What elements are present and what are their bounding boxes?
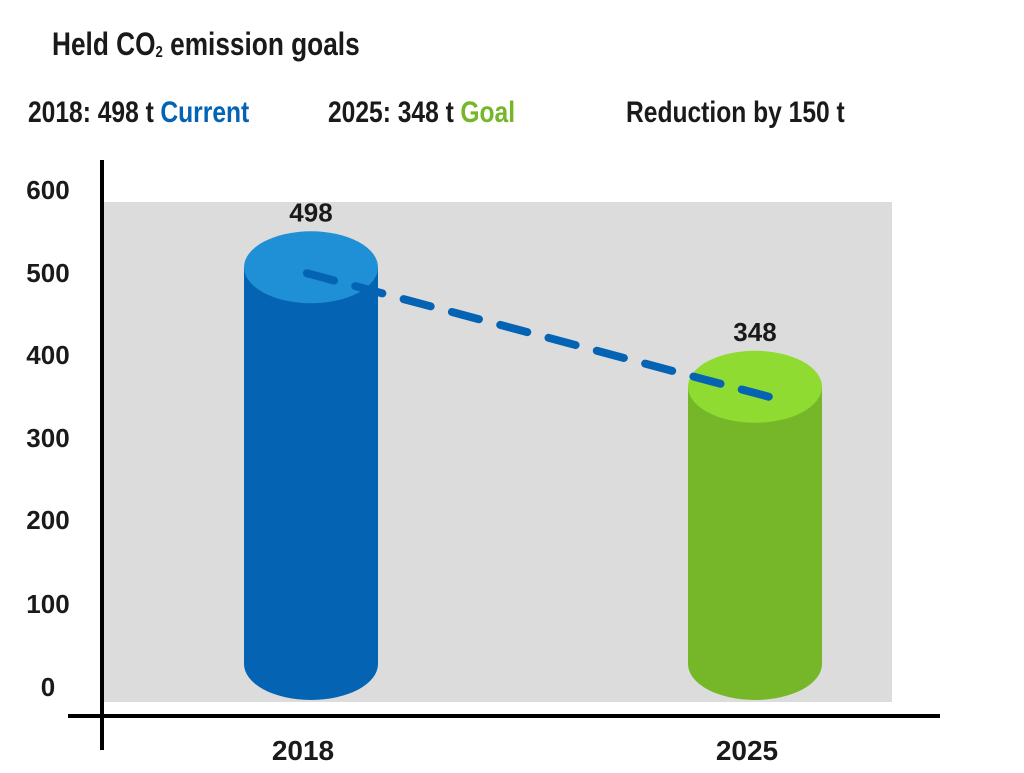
bar-base-2025 bbox=[688, 628, 822, 700]
title-suffix: emission goals bbox=[162, 26, 360, 62]
trend-line bbox=[303, 269, 773, 401]
title-prefix: Held CO bbox=[52, 26, 156, 62]
y-tick-label-400: 400 bbox=[26, 340, 69, 370]
legend-reduction-text: Reduction by 150 t bbox=[626, 96, 845, 129]
y-tick-label-100: 100 bbox=[26, 589, 69, 619]
x-tick-label-2018: 2018 bbox=[272, 735, 334, 766]
bar-body-2025 bbox=[688, 386, 822, 664]
y-tick-label-300: 300 bbox=[26, 423, 69, 453]
bar-top-2025 bbox=[688, 350, 822, 423]
chart-title: Held CO2 emission goals bbox=[52, 26, 360, 63]
legend-current-tag: Current bbox=[160, 96, 250, 129]
y-tick-label-200: 200 bbox=[26, 505, 69, 535]
y-tick-label-0: 0 bbox=[41, 672, 55, 702]
y-tick-label-500: 500 bbox=[26, 258, 69, 288]
bar-base-2018 bbox=[244, 628, 378, 700]
y-tick-label-600: 600 bbox=[26, 175, 69, 205]
legend-goal-text: 2025: 348 t bbox=[328, 96, 454, 129]
legend-current-text: 2018: 498 t bbox=[28, 96, 154, 129]
legend-current: 2018: 498 t Current bbox=[28, 96, 249, 130]
bar-body-2018 bbox=[244, 267, 378, 664]
bar-top-2018 bbox=[244, 231, 378, 304]
value-label-2018: 498 bbox=[289, 197, 332, 227]
x-tick-label-2025: 2025 bbox=[716, 735, 778, 766]
value-label-2025: 348 bbox=[733, 317, 776, 347]
legend-goal-tag: Goal bbox=[460, 96, 516, 129]
legend-reduction: Reduction by 150 t bbox=[626, 96, 845, 130]
legend-goal: 2025: 348 t Goal bbox=[328, 96, 515, 130]
title-subscript: 2 bbox=[155, 44, 163, 61]
